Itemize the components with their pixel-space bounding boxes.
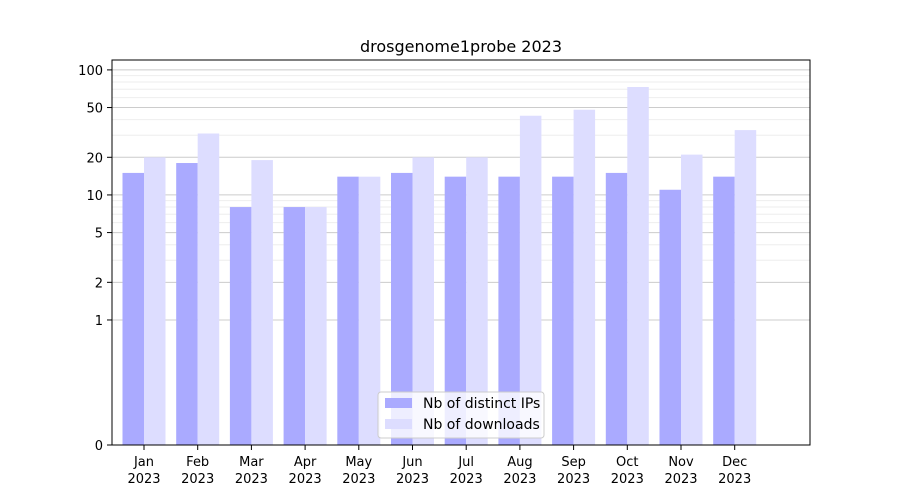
x-tick-label-year: 2023	[503, 472, 536, 487]
bar-downloads	[519, 115, 542, 445]
y-tick-label: 10	[86, 189, 103, 204]
bar-distinct-ips	[605, 172, 628, 445]
bar-downloads	[144, 157, 166, 445]
x-tick-label-year: 2023	[557, 472, 590, 487]
bar-downloads	[681, 154, 703, 446]
x-tick-label-month: Apr	[294, 455, 317, 470]
x-tick-label-month: Feb	[186, 455, 209, 470]
x-tick-label-month: Jul	[457, 455, 474, 470]
x-tick-label-month: Jun	[401, 455, 422, 470]
x-tick-label-month: Sep	[561, 455, 586, 470]
bar-distinct-ips	[283, 207, 306, 445]
chart-title: drosgenome1probe 2023	[360, 37, 562, 56]
bar-distinct-ips	[498, 176, 520, 445]
x-tick-label-year: 2023	[235, 472, 268, 487]
x-tick-label-year: 2023	[181, 472, 214, 487]
x-tick-label-month: May	[345, 455, 372, 470]
x-axis: Jan 2023 Feb 2023 Mar 2023 Apr 2023 May 2023 Jun 20…	[127, 445, 751, 487]
bar-distinct-ips	[552, 176, 574, 445]
bar-distinct-ips	[659, 189, 681, 445]
bar-downloads	[197, 133, 220, 445]
bar-downloads	[466, 157, 488, 445]
legend-label-downloads: Nb of downloads	[423, 417, 540, 433]
x-tick-label-month: Aug	[507, 455, 532, 470]
bar-distinct-ips	[176, 163, 198, 445]
x-tick-label-year: 2023	[396, 472, 429, 487]
y-tick-label: 1	[95, 314, 103, 329]
bar-distinct-ips	[122, 172, 144, 445]
x-tick-label-year: 2023	[664, 472, 697, 487]
legend-swatch-ips	[385, 398, 412, 408]
bar-downloads	[251, 160, 273, 445]
y-tick-label: 50	[86, 102, 103, 117]
y-tick-label: 0	[95, 439, 103, 454]
x-tick-label-year: 2023	[611, 472, 644, 487]
x-tick-label-year: 2023	[718, 472, 751, 487]
bar-distinct-ips	[444, 176, 467, 445]
x-tick-label-month: Nov	[668, 455, 694, 470]
bar-downloads	[734, 130, 757, 445]
plot-frame	[111, 59, 811, 446]
x-tick-label-year: 2023	[450, 472, 483, 487]
legend-label-ips: Nb of distinct IPs	[423, 396, 540, 412]
x-tick-label-month: Jan	[133, 455, 154, 470]
bar-downloads	[573, 109, 596, 445]
x-tick-label-year: 2023	[127, 472, 160, 487]
x-tick-label-month: Mar	[239, 455, 264, 470]
bar-downloads	[358, 176, 381, 445]
x-tick-label-month: Dec	[722, 455, 747, 470]
legend: Nb of distinct IPs Nb of downloads	[377, 391, 545, 439]
bar-distinct-ips	[337, 176, 359, 445]
x-tick-label-month: Oct	[616, 455, 638, 470]
bars	[122, 86, 757, 446]
bar-distinct-ips	[713, 176, 735, 445]
y-tick-label: 5	[95, 227, 103, 242]
legend-swatch-downloads	[385, 419, 412, 429]
legend-frame	[377, 391, 545, 439]
y-axis: 0 1 2 5 10 20 50 100	[78, 64, 112, 454]
bar-distinct-ips	[391, 172, 413, 445]
bar-downloads	[412, 157, 434, 445]
y-tick-label: 2	[95, 276, 103, 291]
x-tick-label-year: 2023	[342, 472, 375, 487]
y-tick-label: 100	[78, 64, 103, 79]
bar-downloads	[627, 86, 649, 445]
bar-downloads	[305, 207, 327, 445]
bar-distinct-ips	[229, 207, 252, 445]
y-tick-label: 20	[86, 151, 103, 166]
x-tick-label-year: 2023	[289, 472, 322, 487]
